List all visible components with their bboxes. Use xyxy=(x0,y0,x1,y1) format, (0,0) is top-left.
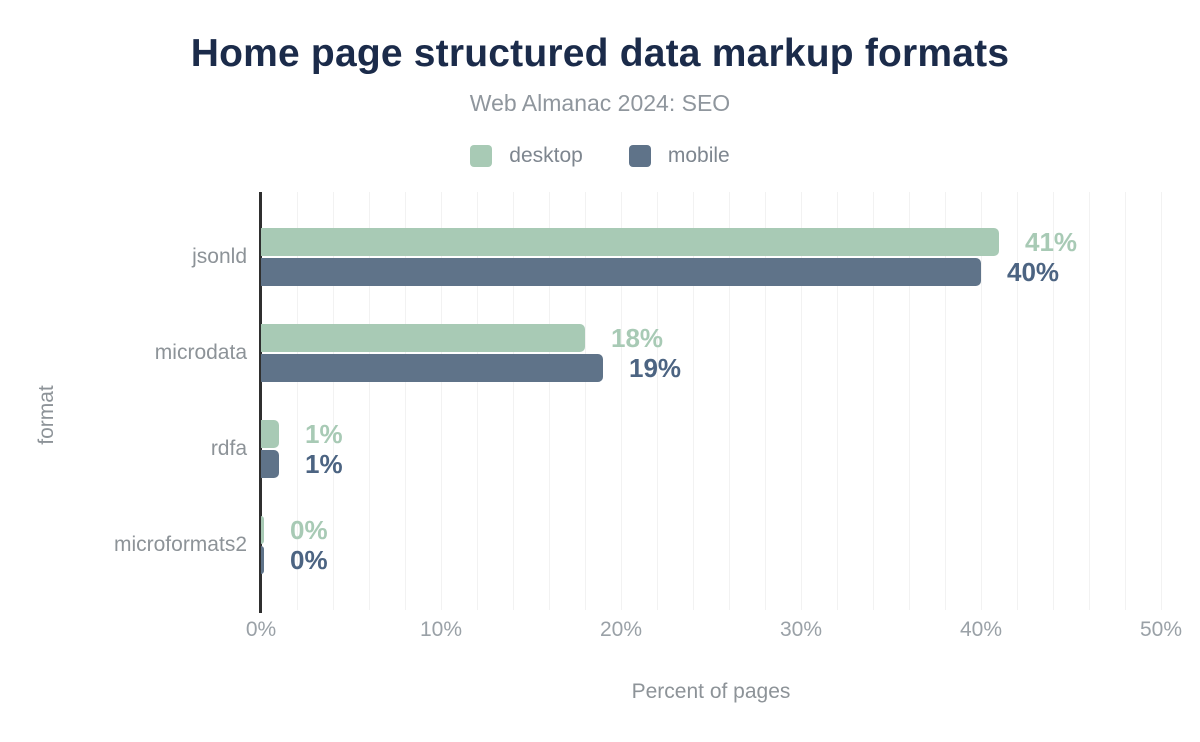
gridline xyxy=(801,192,802,610)
gridline xyxy=(1089,192,1090,610)
gridline xyxy=(765,192,766,610)
gridline xyxy=(1161,192,1162,610)
bar-mobile-microdata[interactable] xyxy=(261,354,603,382)
bar-mobile-microformats2[interactable] xyxy=(261,546,264,574)
gridline xyxy=(1053,192,1054,610)
bar-mobile-jsonld[interactable] xyxy=(261,258,981,286)
gridline xyxy=(585,192,586,610)
gridline xyxy=(729,192,730,610)
gridline xyxy=(405,192,406,610)
legend-label-desktop: desktop xyxy=(509,144,583,167)
gridline xyxy=(837,192,838,610)
x-tick-40: 40% xyxy=(959,618,1003,641)
x-tick-30: 30% xyxy=(779,618,823,641)
value-label-desktop-microdata: 18% xyxy=(611,323,664,353)
gridline xyxy=(657,192,658,610)
legend-label-mobile: mobile xyxy=(667,144,730,167)
x-axis-title: Percent of pages xyxy=(631,680,791,703)
value-label-desktop-jsonld: 41% xyxy=(1025,227,1078,257)
gridline xyxy=(621,192,622,610)
bar-mobile-rdfa[interactable] xyxy=(261,450,279,478)
gridline xyxy=(981,192,982,610)
x-tick-0: 0% xyxy=(245,618,277,641)
gridline xyxy=(477,192,478,610)
category-label-microdata: microdata xyxy=(154,341,247,364)
chart-subtitle: Web Almanac 2024: SEO xyxy=(469,90,731,116)
value-label-mobile-rdfa: 1% xyxy=(305,449,343,479)
page-title: Home page structured data markup formats xyxy=(190,32,1010,75)
gridline xyxy=(873,192,874,610)
x-tick-20: 20% xyxy=(599,618,643,641)
bar-desktop-microdata[interactable] xyxy=(261,324,585,352)
category-label-rdfa: rdfa xyxy=(210,437,247,460)
legend-item-mobile[interactable]: mobile xyxy=(628,144,730,168)
desktop-swatch-icon xyxy=(470,145,493,167)
value-label-mobile-microdata: 19% xyxy=(629,353,682,383)
bar-desktop-jsonld[interactable] xyxy=(261,228,999,256)
legend: desktop mobile xyxy=(0,143,1200,169)
category-label-jsonld: jsonld xyxy=(192,245,247,268)
gridline xyxy=(369,192,370,610)
value-label-desktop-microformats2: 0% xyxy=(290,515,328,545)
bar-desktop-rdfa[interactable] xyxy=(261,420,279,448)
x-tick-50: 50% xyxy=(1139,618,1183,641)
value-label-mobile-jsonld: 40% xyxy=(1007,257,1060,287)
y-axis-line xyxy=(259,192,262,613)
legend-item-desktop[interactable]: desktop xyxy=(470,144,583,168)
gridline xyxy=(333,192,334,610)
gridline xyxy=(945,192,946,610)
gridline xyxy=(693,192,694,610)
gridline xyxy=(1125,192,1126,610)
bar-desktop-microformats2[interactable] xyxy=(261,516,264,544)
gridline xyxy=(1017,192,1018,610)
gridline xyxy=(549,192,550,610)
gridline xyxy=(513,192,514,610)
mobile-swatch-icon xyxy=(628,145,651,167)
gridline xyxy=(441,192,442,610)
plot-area: 41% 40% 18% 19% 1% 1% 0% 0% xyxy=(259,192,1162,613)
gridline xyxy=(297,192,298,610)
category-label-microformats2: microformats2 xyxy=(113,533,247,556)
value-label-desktop-rdfa: 1% xyxy=(305,419,343,449)
x-tick-10: 10% xyxy=(419,618,463,641)
value-label-mobile-microformats2: 0% xyxy=(290,545,328,575)
gridline xyxy=(909,192,910,610)
